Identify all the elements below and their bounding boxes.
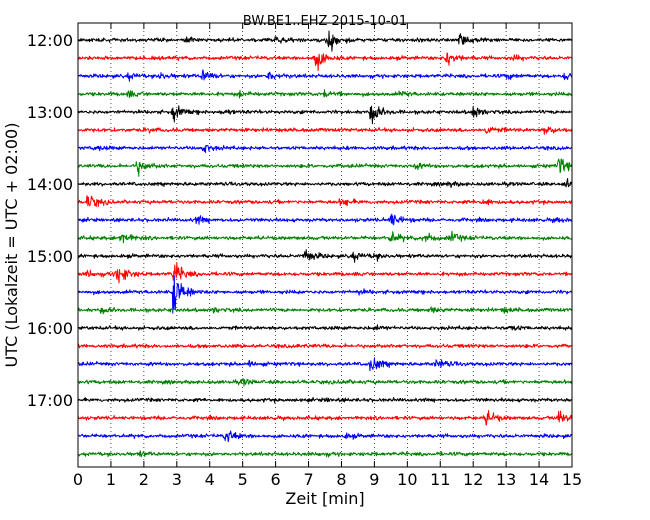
chart-title: BW.BE1..EHZ 2015-10-01 bbox=[243, 14, 407, 29]
x-tick-label: 2 bbox=[139, 470, 149, 489]
trace-row-1230 bbox=[77, 69, 573, 82]
trace-row-1200 bbox=[78, 30, 573, 52]
plot-frame bbox=[77, 22, 573, 468]
x-tick-label: 14 bbox=[529, 470, 549, 489]
trace-row-1700 bbox=[77, 396, 573, 404]
y-axis-label: UTC (Lokalzeit = UTC + 02:00) bbox=[2, 123, 21, 368]
trace-row-1415 bbox=[77, 195, 573, 207]
x-tick-label: 9 bbox=[369, 470, 379, 489]
x-tick-label: 5 bbox=[238, 470, 248, 489]
trace-row-1615 bbox=[77, 343, 573, 349]
trace-row-1245 bbox=[77, 89, 573, 99]
trace-row-1345 bbox=[77, 158, 573, 177]
trace-row-1545 bbox=[77, 306, 573, 315]
trace-row-1645 bbox=[77, 377, 573, 387]
x-tick-label: 3 bbox=[172, 470, 182, 489]
trace-group bbox=[77, 30, 573, 458]
x-tick-label: 13 bbox=[496, 470, 516, 489]
y-tick-label: 13:00 bbox=[27, 103, 73, 122]
x-tick-label: 10 bbox=[397, 470, 417, 489]
x-tick-label: 4 bbox=[205, 470, 215, 489]
y-tick-label: 17:00 bbox=[27, 391, 73, 410]
y-tick-label: 14:00 bbox=[27, 175, 73, 194]
x-tick-label: 15 bbox=[562, 470, 582, 489]
trace-row-1445 bbox=[77, 230, 573, 244]
trace-row-1600 bbox=[77, 324, 573, 331]
x-tick-label: 1 bbox=[106, 470, 116, 489]
x-tick-label: 7 bbox=[303, 470, 313, 489]
trace-row-1330 bbox=[77, 144, 573, 153]
x-tick-label: 0 bbox=[73, 470, 83, 489]
trace-row-1630 bbox=[77, 357, 573, 372]
y-tick-label: 12:00 bbox=[27, 31, 73, 50]
y-tick-label: 16:00 bbox=[27, 319, 73, 338]
x-tick-label: 12 bbox=[463, 470, 483, 489]
trace-row-1300 bbox=[77, 105, 573, 125]
x-tick-label: 8 bbox=[336, 470, 346, 489]
x-tick-label: 11 bbox=[430, 470, 450, 489]
trace-row-1315 bbox=[77, 126, 573, 135]
trace-row-1500 bbox=[77, 249, 573, 263]
trace-row-1745 bbox=[77, 450, 573, 458]
x-axis-label: Zeit [min] bbox=[285, 489, 364, 508]
trace-row-1430 bbox=[77, 213, 573, 226]
x-tick-label: 6 bbox=[271, 470, 281, 489]
trace-row-1400 bbox=[77, 178, 573, 189]
y-tick-label: 15:00 bbox=[27, 247, 73, 266]
trace-row-1730 bbox=[77, 430, 573, 443]
axis-ticks: 0 1 2 3 4 5 6 7 8 9 10 11 12 13 14 1512:0013:0014:0015:… bbox=[27, 23, 582, 489]
trace-row-1715 bbox=[77, 410, 573, 426]
trace-row-1515 bbox=[77, 262, 573, 284]
trace-row-1215 bbox=[77, 52, 573, 72]
trace-row-1530 bbox=[77, 275, 573, 314]
